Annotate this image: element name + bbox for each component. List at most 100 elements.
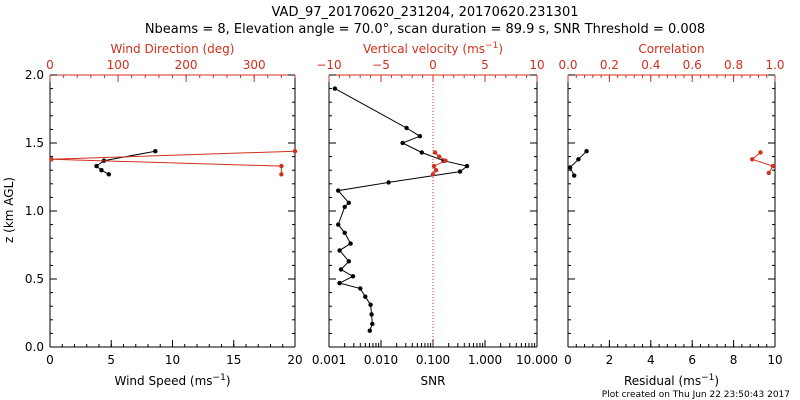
bottom-axis-title-exponent: −1: [701, 373, 714, 383]
top-tick-label: 1.0: [765, 58, 784, 72]
data-point: [437, 154, 442, 159]
bottom-tick-label: 0.100: [416, 353, 450, 367]
top-tick-label: 10: [529, 58, 544, 72]
bottom-axis-title-text: Wind Speed (ms: [115, 374, 213, 388]
chart-panel-snr: 0.001 0.010 0.100 1.000 10.000 −10 −5 0 5 10 SNR Ve…: [312, 41, 558, 388]
top-tick-label: −5: [372, 58, 390, 72]
bottom-tick-label: 4: [647, 353, 655, 367]
data-point: [386, 180, 391, 185]
bottom-tick-label: 0: [46, 353, 54, 367]
top-axis-title: Vertical velocity (ms−1): [363, 41, 503, 56]
y-tick-label: 0.0: [25, 340, 44, 354]
data-point: [758, 150, 763, 155]
data-point: [336, 222, 341, 227]
top-axis-title: Correlation: [638, 42, 704, 56]
bottom-tick-label: 10: [767, 353, 782, 367]
bottom-axis-title-tail: ): [714, 374, 719, 388]
top-tick-label: 0.6: [683, 58, 702, 72]
y-tick-label: 2.0: [25, 68, 44, 82]
data-point: [337, 248, 342, 253]
data-point: [750, 157, 755, 162]
data-point: [350, 274, 356, 279]
data-point: [433, 168, 439, 173]
y-axis-label: z (km AGL): [2, 177, 16, 243]
data-point: [443, 158, 448, 163]
top-tick-label: −10: [316, 58, 341, 72]
data-point: [368, 302, 373, 307]
bottom-tick-label: 10.000: [516, 353, 558, 367]
data-point: [430, 172, 436, 177]
chart-panel-residual: 0 2 4 6 8 10 0.0 0.2 0.4 0.6 0.8 1.0 Residual (ms−1)…: [558, 42, 784, 388]
bottom-tick-label: 1.000: [468, 353, 502, 367]
series-line-bottom: [569, 150, 587, 176]
data-point: [346, 200, 351, 205]
data-point: [370, 321, 375, 327]
y-tick-label: 1.0: [25, 204, 44, 218]
bottom-tick-label: 0.010: [364, 353, 398, 367]
data-point: [431, 163, 437, 169]
top-tick-label: 200: [175, 58, 198, 72]
bottom-tick-label: 10: [165, 353, 180, 367]
top-tick-label: 0.8: [724, 58, 743, 72]
data-point: [49, 157, 54, 162]
bottom-tick-label: 0.001: [312, 353, 346, 367]
top-axis-title-text: Correlation: [638, 42, 704, 56]
data-point: [363, 294, 368, 299]
series-line-bottom: [95, 150, 156, 175]
bottom-tick-label: 2: [606, 353, 614, 367]
data-point: [417, 134, 423, 139]
top-axis-title: Wind Direction (deg): [111, 42, 235, 56]
top-tick-label: 0.0: [558, 58, 577, 72]
data-point: [348, 241, 353, 246]
top-tick-label: 300: [243, 58, 266, 72]
data-point: [464, 163, 470, 169]
top-tick-label: 0: [46, 58, 54, 72]
bottom-tick-label: 6: [688, 353, 696, 367]
data-point: [153, 149, 158, 154]
series-line-top: [751, 152, 774, 174]
top-tick-label: 100: [107, 58, 130, 72]
bottom-tick-label: 20: [287, 353, 302, 367]
data-point: [332, 86, 338, 91]
data-point: [584, 149, 589, 154]
figure-title: VAD_97_20170620_231204, 20170620.231301: [272, 5, 579, 20]
bottom-axis-title: Wind Speed (ms−1): [115, 373, 231, 388]
bottom-tick-label: 15: [226, 353, 241, 367]
data-point: [279, 172, 284, 177]
data-point: [336, 188, 341, 193]
top-tick-label: 5: [481, 58, 489, 72]
y-tick-label: 0.5: [25, 272, 44, 286]
bottom-axis-title-text: Residual (ms: [624, 374, 701, 388]
y-tick-label: 1.5: [25, 136, 44, 150]
data-point: [342, 204, 347, 210]
data-point: [572, 173, 577, 178]
data-point: [337, 280, 342, 286]
data-point: [432, 150, 438, 155]
data-point: [766, 170, 771, 176]
bottom-axis-title: SNR: [421, 374, 446, 388]
bottom-axis-title: Residual (ms−1): [624, 373, 719, 388]
data-point: [567, 165, 573, 170]
top-axis-title-text: Wind Direction (deg): [111, 42, 235, 56]
top-tick-label: 0: [429, 58, 437, 72]
bottom-axis-title-tail: ): [226, 374, 231, 388]
top-tick-label: 0.4: [641, 58, 660, 72]
top-axis-title-exponent: −1: [485, 41, 498, 51]
data-point: [279, 163, 284, 169]
data-point: [358, 286, 363, 291]
data-point: [346, 259, 351, 264]
top-axis-title-tail: ): [498, 42, 503, 56]
series-line-bottom: [334, 88, 469, 331]
bottom-tick-label: 5: [107, 353, 115, 367]
footer-timestamp: Plot created on Thu Jun 22 23:50:43 2017: [602, 390, 790, 400]
data-point: [576, 157, 581, 162]
data-point: [338, 267, 344, 272]
bottom-tick-label: 0: [564, 353, 572, 367]
data-point: [292, 149, 298, 154]
data-point: [106, 172, 112, 177]
data-point: [369, 312, 374, 317]
data-point: [457, 169, 463, 174]
bottom-axis-title-text: SNR: [421, 374, 446, 388]
